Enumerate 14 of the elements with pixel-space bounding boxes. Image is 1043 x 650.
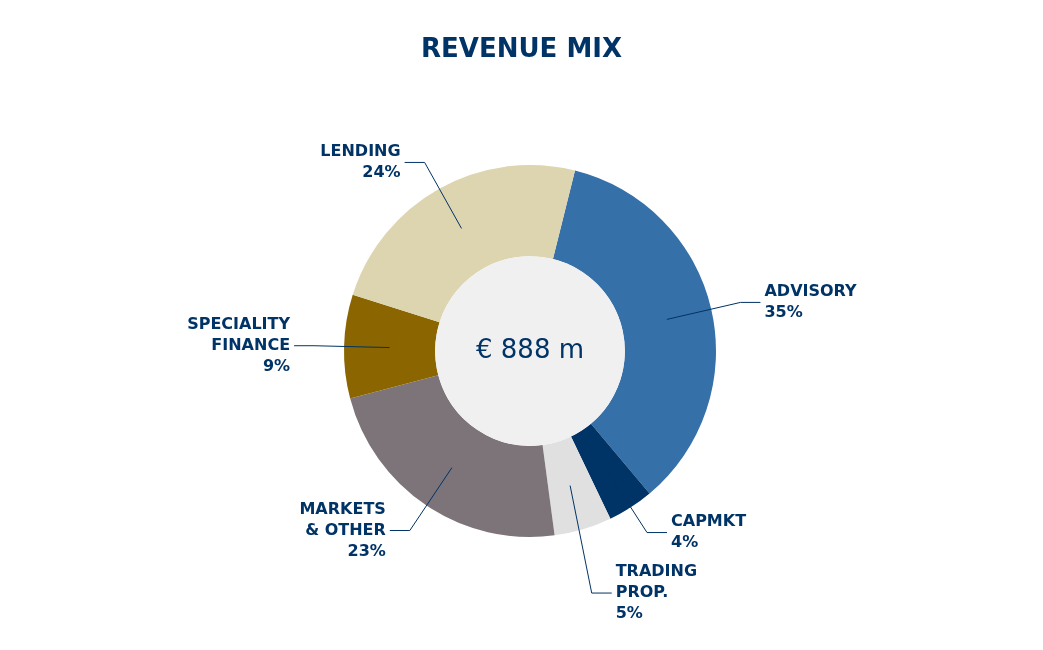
text: € 888 m bbox=[475, 333, 585, 364]
data-label: 23% bbox=[347, 540, 386, 560]
slice-label: MARKETS & OTHER bbox=[299, 498, 386, 539]
slice-label: CAPMKT bbox=[671, 511, 747, 531]
data-label: 9% bbox=[262, 355, 291, 375]
data-label: 24% bbox=[362, 162, 401, 182]
slice-label: ADVISORY bbox=[764, 281, 858, 301]
slice-label: LENDING bbox=[320, 141, 401, 161]
slice-label: SPECIALITY FINANCE bbox=[187, 313, 291, 354]
data-label: 35% bbox=[764, 302, 803, 322]
data-label: 4% bbox=[671, 532, 699, 552]
chart-title: REVENUE MIX bbox=[421, 32, 622, 63]
data-label: 5% bbox=[615, 603, 643, 623]
slice-label: TRADING PROP. bbox=[615, 561, 698, 602]
